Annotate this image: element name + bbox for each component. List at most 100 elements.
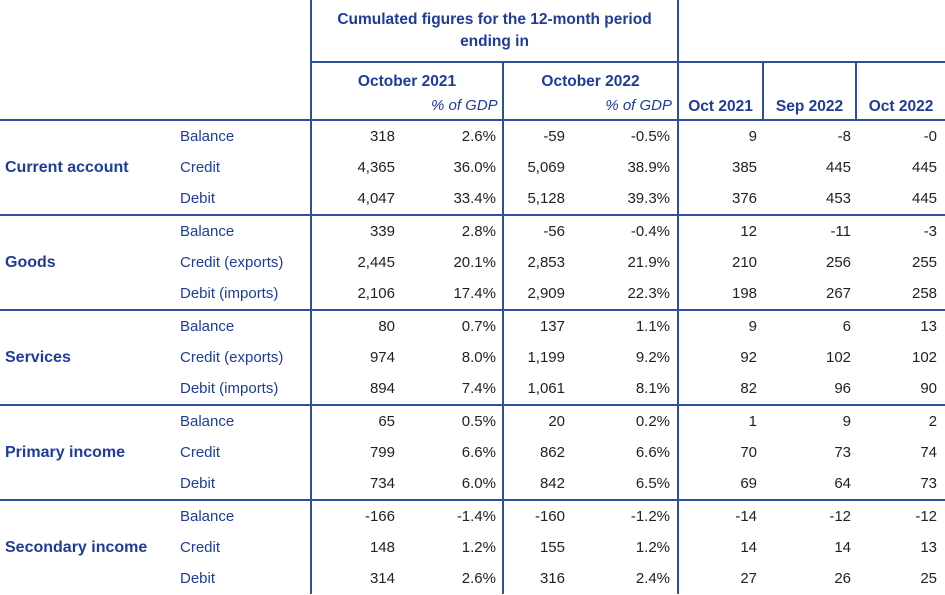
oct2022-pct-gdp: 1.2% xyxy=(635,539,671,556)
corner-blank xyxy=(0,0,311,62)
month-oct2021-value: 92 xyxy=(677,342,764,373)
oct2022-value: 137 xyxy=(502,309,603,342)
oct2022-value: 155 xyxy=(502,532,603,563)
month-oct2021-value: 70 xyxy=(677,437,764,468)
month-oct2021-value: 1 xyxy=(677,404,764,437)
month-oct2021-value: 9 xyxy=(677,309,764,342)
oct2021-value: 799 xyxy=(310,437,431,468)
table-row: Services Balance 80 0.7% 137 1.1% 9 6 13 xyxy=(0,309,945,405)
row-label: Debit (imports) xyxy=(180,380,279,397)
month-oct2022-value: 13 xyxy=(856,309,945,342)
row-label: Balance xyxy=(175,214,311,247)
month-oct2021-value: 210 xyxy=(677,247,764,278)
month-sep2022-value: 9 xyxy=(763,404,857,437)
oct2021-value: 894 xyxy=(310,373,431,405)
section-label: Current account xyxy=(0,119,175,215)
corner-blank-2 xyxy=(0,62,311,91)
oct2021-pct-gdp: 20.1% xyxy=(453,254,496,271)
oct2021-value: 2,106 xyxy=(310,278,431,310)
oct2022-value: 862 xyxy=(502,437,603,468)
oct2021-pct-gdp: 33.4% xyxy=(453,190,496,207)
table-row: Debit (imports) 894 7.4% 1,061 8.1% 82 96 90 xyxy=(0,373,945,405)
oct2022-pct-gdp: 8.1% xyxy=(635,380,671,397)
oct2022-value: -160 xyxy=(502,499,603,532)
month-oct2021-value: 9 xyxy=(677,119,764,152)
month-sep2022-value: -8 xyxy=(763,119,857,152)
oct2021-value: 2,445 xyxy=(310,247,431,278)
month-sep2022-value: -12 xyxy=(763,499,857,532)
table-row: Current account Balance 318 2.6% -59 -0.5% 9 -8… xyxy=(0,119,945,215)
oct2022-value: -59 xyxy=(502,119,603,152)
month-oct2021-value: 82 xyxy=(677,373,764,405)
oct2022-value: -56 xyxy=(502,214,603,247)
table-row: Debit 4,047 33.4% 5,128 39.3% 376 453 445 xyxy=(0,183,945,215)
month-oct2022-value: 74 xyxy=(920,444,938,461)
oct2022-pct-gdp: 0.2% xyxy=(603,404,679,437)
oct2022-value: 1,199 xyxy=(502,342,603,373)
oct2022-value: 2,909 xyxy=(502,278,603,310)
table-row: Goods Balance 339 2.8% -56 -0.4% 12 -11 -3 xyxy=(0,214,945,310)
month-oct2022-value: -12 xyxy=(856,499,945,532)
month-sep2022-value: 14 xyxy=(834,539,852,556)
oct2022-pct-gdp: 39.3% xyxy=(627,190,671,207)
table-row: Debit 314 2.6% 316 2.4% 27 26 25 xyxy=(0,563,945,594)
month-sep2022-value: 6 xyxy=(763,309,857,342)
table-row: Debit (imports) 2,106 17.4% 2,909 22.3% 198 26… xyxy=(0,278,945,310)
section-label: Services xyxy=(0,309,175,405)
month-oct2021-value: 12 xyxy=(677,214,764,247)
month-oct2021-value: 14 xyxy=(677,532,764,563)
table-row: Credit 148 1.2% 155 1.2% 14 14 13 xyxy=(0,532,945,563)
oct2021-pct-gdp: 36.0% xyxy=(453,159,496,176)
table-row: Secondary income Balance -166 -1.4% -160 -1.2… xyxy=(0,499,945,594)
month-sep2022-value: 445 xyxy=(825,159,852,176)
month-sep2022-value: 453 xyxy=(825,190,852,207)
oct2022-value: 5,128 xyxy=(502,183,603,215)
month-oct2022-value: 445 xyxy=(912,190,938,207)
oct2022-value: 842 xyxy=(502,468,603,500)
oct2021-pct-gdp: 8.0% xyxy=(461,349,496,366)
section-label: Primary income xyxy=(0,404,175,500)
table-row: Credit (exports) 2,445 20.1% 2,853 21.9% 210 2… xyxy=(0,247,945,278)
period-1-header: October 2021 xyxy=(310,61,503,91)
table-row: Credit 799 6.6% 862 6.6% 70 73 74 xyxy=(0,437,945,468)
table-row: Primary income Balance 65 0.5% 20 0.2% 1 9 2 xyxy=(0,404,945,500)
oct2021-value: 734 xyxy=(310,468,431,500)
monthly-header-blank xyxy=(677,0,945,62)
oct2021-pct-gdp: 2.6% xyxy=(431,119,503,152)
month-oct2022-value: 255 xyxy=(912,254,938,271)
oct2021-value: 80 xyxy=(310,309,431,342)
oct2021-value: 314 xyxy=(310,563,431,594)
month-oct2021-value: -14 xyxy=(677,499,764,532)
oct2021-value: 974 xyxy=(310,342,431,373)
oct2021-value: 4,047 xyxy=(310,183,431,215)
month-oct2022-value: 102 xyxy=(912,349,938,366)
month-oct2022-value: 258 xyxy=(912,285,938,302)
month-sep2022-value: 256 xyxy=(825,254,852,271)
oct2021-pct-gdp: 17.4% xyxy=(453,285,496,302)
row-label: Credit xyxy=(180,539,221,556)
section-label: Goods xyxy=(0,214,175,310)
oct2022-pct-gdp: 22.3% xyxy=(627,285,671,302)
oct2022-pct-gdp: 21.9% xyxy=(627,254,671,271)
oct2021-value: 318 xyxy=(310,119,431,152)
row-label: Credit xyxy=(180,444,221,461)
oct2021-pct-gdp: 6.0% xyxy=(461,475,496,492)
month-header-2: Sep 2022 xyxy=(775,98,844,115)
oct2022-pct-gdp: -0.5% xyxy=(603,119,679,152)
month-sep2022-value: 26 xyxy=(834,570,852,587)
row-label: Balance xyxy=(175,499,311,532)
oct2022-pct-gdp: 9.2% xyxy=(635,349,671,366)
month-sep2022-value: 267 xyxy=(825,285,852,302)
row-label: Debit (imports) xyxy=(180,285,279,302)
oct2021-value: 4,365 xyxy=(310,152,431,183)
table-row: Debit 734 6.0% 842 6.5% 69 64 73 xyxy=(0,468,945,500)
oct2021-pct-gdp: 2.6% xyxy=(461,570,496,587)
pct-gdp-header-1: % of GDP xyxy=(431,96,498,114)
table-row: Credit 4,365 36.0% 5,069 38.9% 385 445 445 xyxy=(0,152,945,183)
row-label: Balance xyxy=(175,309,311,342)
row-label: Credit (exports) xyxy=(180,254,284,271)
cumulated-header: Cumulated figures for the 12-month perio… xyxy=(309,0,679,62)
month-oct2022-value: 25 xyxy=(920,570,938,587)
oct2021-value: -166 xyxy=(310,499,431,532)
month-sep2022-value: 102 xyxy=(825,349,852,366)
